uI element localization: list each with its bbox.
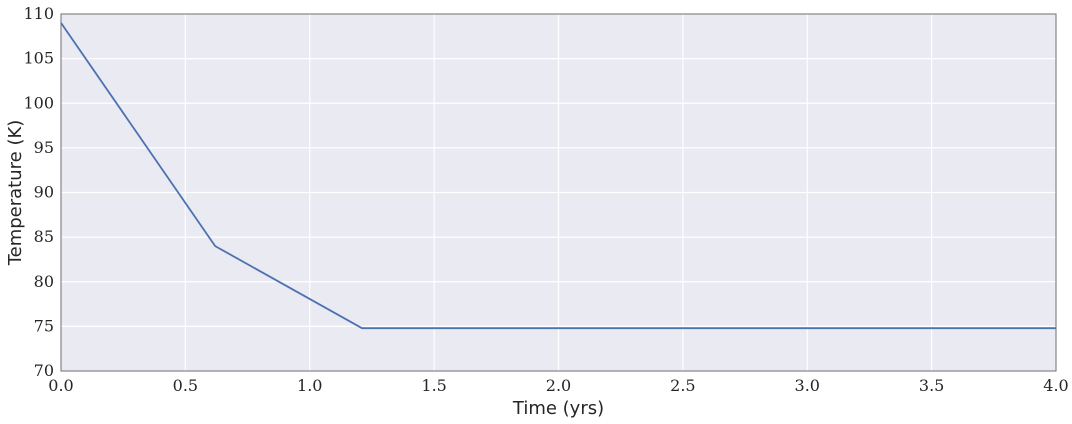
x-tick-label: 4.0 bbox=[1043, 376, 1068, 395]
x-tick-label: 2.5 bbox=[670, 376, 695, 395]
temperature-series-line bbox=[60, 22, 1056, 330]
y-tick-label: 110 bbox=[23, 4, 54, 23]
y-tick-label: 70 bbox=[34, 361, 54, 380]
y-axis-label: Temperature (K) bbox=[5, 120, 26, 267]
y-tick-label: 100 bbox=[23, 93, 54, 112]
y-tick-label: 75 bbox=[34, 316, 54, 335]
x-tick-label: 1.0 bbox=[297, 376, 322, 395]
y-tick-label: 105 bbox=[23, 49, 54, 68]
x-tick-label: 1.5 bbox=[421, 376, 446, 395]
y-tick-label: 80 bbox=[34, 272, 54, 291]
x-axis-label: Time (yrs) bbox=[512, 398, 604, 419]
x-tick-label: 0.0 bbox=[48, 376, 73, 395]
x-tick-label: 2.0 bbox=[546, 376, 571, 395]
plot-frame bbox=[60, 13, 1057, 372]
x-axis-ticks: 0.0 0.5 1.0 1.5 2.0 2.5 3.0 3.5 4.0 bbox=[48, 376, 1068, 395]
x-tick-label: 3.0 bbox=[795, 376, 820, 395]
x-tick-label: 3.5 bbox=[919, 376, 944, 395]
y-tick-label: 85 bbox=[34, 227, 54, 246]
x-tick-label: 0.5 bbox=[173, 376, 198, 395]
y-tick-label: 90 bbox=[34, 183, 54, 202]
series-layer bbox=[60, 22, 1056, 330]
y-tick-label: 95 bbox=[34, 138, 54, 157]
y-axis-ticks: 70 75 80 85 90 95 100 105 110 bbox=[23, 4, 54, 380]
